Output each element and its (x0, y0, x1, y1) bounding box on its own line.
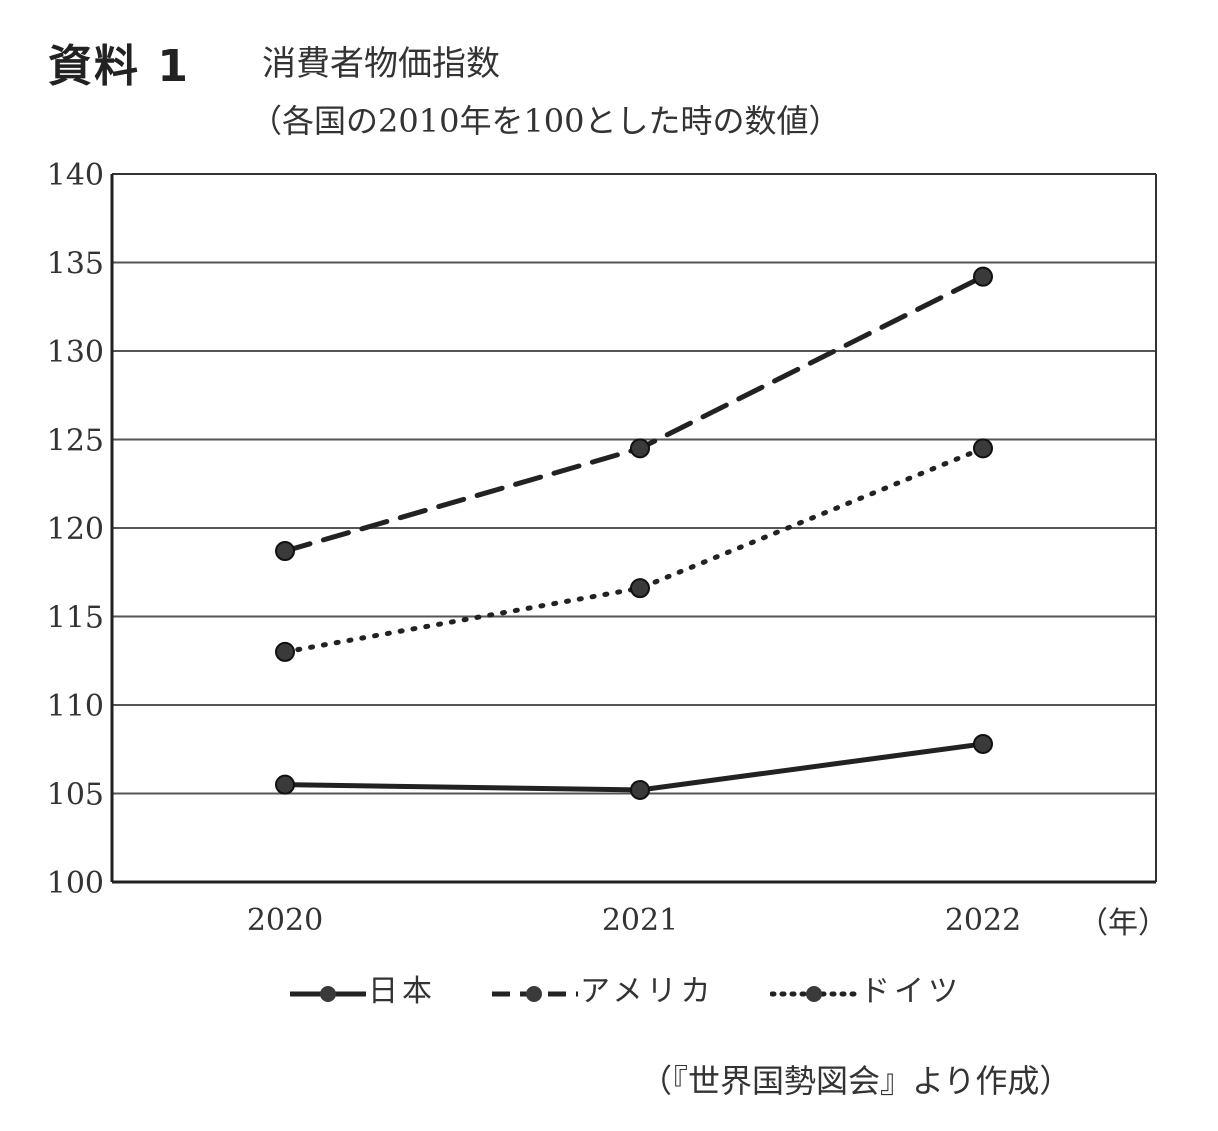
legend-item-japan: 日本 (288, 966, 436, 1010)
legend-dotted-line-icon (769, 985, 861, 1002)
data-point-2-0 (275, 641, 295, 662)
data-point-2-2 (973, 438, 993, 459)
data-point-0-1 (630, 779, 650, 800)
data-point-1-0 (275, 541, 295, 562)
data-point-0-0 (275, 774, 295, 795)
x-axis-unit: （年） (1078, 906, 1168, 941)
data-point-1-2 (973, 266, 993, 287)
data-point-2-1 (630, 578, 650, 599)
y-tick-label: 105 (47, 778, 104, 813)
chart-subtitle: （各国の2010年を100とした時の数値） (250, 102, 841, 140)
legend-label-germany: ドイツ (860, 974, 962, 1009)
legend-item-usa: アメリカ (490, 966, 715, 1010)
legend-label-usa: アメリカ (580, 974, 715, 1009)
y-tick-label: 100 (47, 866, 104, 901)
legend-label-japan: 日本 (368, 974, 436, 1009)
x-tick-label: 2022 (945, 903, 1021, 938)
legend-solid-line-icon (290, 985, 366, 1002)
y-tick-label: 135 (47, 247, 104, 282)
data-point-1-1 (630, 438, 650, 459)
data-point-0-2 (973, 733, 993, 754)
series-line-1 (282, 274, 986, 554)
legend-item-germany: ドイツ (769, 966, 962, 1010)
y-tick-label: 110 (47, 689, 104, 724)
chart-title: 消費者物価指数 (262, 44, 500, 84)
x-tick-label: 2021 (602, 903, 678, 938)
series-line-2 (282, 445, 986, 655)
y-tick-label: 115 (47, 601, 104, 636)
y-tick-label: 125 (47, 424, 104, 459)
x-tick-label: 2020 (247, 903, 323, 938)
source-note: （『世界国勢図会』より作成） (640, 1062, 1072, 1100)
y-tick-label: 120 (47, 512, 104, 547)
y-tick-label: 130 (47, 335, 104, 370)
y-tick-label: 140 (47, 158, 104, 193)
legend-dashed-line-icon (492, 985, 578, 1002)
material-number: 資料 1 (48, 41, 190, 92)
